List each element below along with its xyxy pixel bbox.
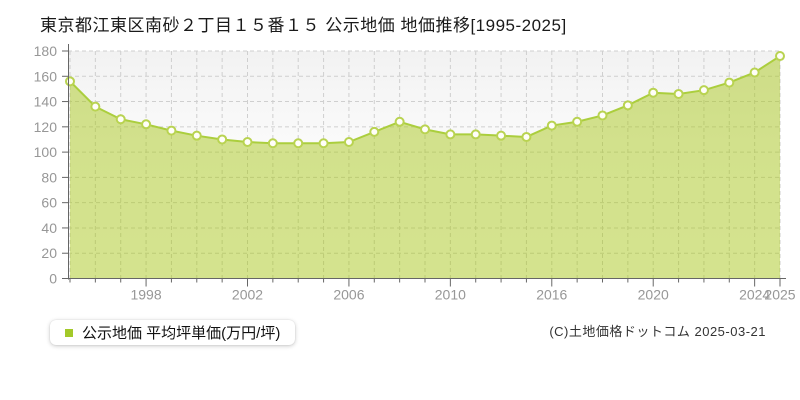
x-tick-label: 2020: [638, 287, 669, 303]
price-area: [70, 56, 780, 279]
x-tick-label: 2002: [232, 287, 263, 303]
y-tick-label: 180: [34, 43, 58, 59]
legend-label: 公示地価 平均坪単価(万円/坪): [82, 325, 281, 342]
data-point-marker: [318, 138, 329, 149]
data-point-marker: [191, 130, 202, 141]
copyright-text: (C)土地価格ドットコム 2025-03-21: [549, 324, 766, 339]
y-tick-label: 140: [34, 94, 58, 110]
data-point-marker: [622, 100, 633, 111]
data-point-marker: [293, 138, 304, 149]
y-tick-label: 40: [41, 220, 57, 236]
data-point-marker: [521, 131, 532, 142]
data-point-marker: [115, 114, 126, 125]
y-tick-label: 160: [34, 68, 58, 84]
data-point-marker: [242, 137, 253, 147]
x-tick-label: 2006: [333, 287, 364, 303]
data-point-marker: [166, 125, 177, 136]
data-point-marker: [267, 138, 278, 149]
data-point-marker: [445, 129, 456, 140]
data-point-marker: [65, 76, 75, 87]
data-point-marker: [546, 120, 557, 131]
data-point-marker: [572, 116, 583, 127]
y-tick-label: 120: [34, 119, 58, 135]
data-point-marker: [470, 129, 481, 140]
data-point-marker: [496, 130, 507, 141]
price-trend-area-chart: 0 20 40 60 80 100 120 140 160 180 1998 2002 2006 2010…: [34, 43, 796, 303]
x-tick-label: 1998: [130, 287, 161, 303]
y-tick-label: 100: [34, 144, 58, 160]
data-point-marker: [343, 137, 354, 147]
data-point-marker: [369, 126, 380, 137]
legend-marker-icon: [65, 328, 73, 337]
data-point-marker: [141, 119, 152, 130]
data-point-marker: [420, 124, 430, 135]
data-point-marker: [597, 110, 608, 121]
y-tick-label: 0: [49, 271, 57, 287]
chart-title: 東京都江東区南砂２丁目１５番１５ 公示地価 地価推移[1995-2025]: [40, 16, 567, 35]
data-point-marker: [698, 85, 709, 96]
data-point-marker: [90, 101, 101, 112]
legend: 公示地価 平均坪単価(万円/坪): [50, 320, 296, 345]
data-point-marker: [648, 87, 659, 98]
data-point-marker: [724, 77, 735, 88]
data-point-marker: [673, 88, 684, 99]
y-tick-label: 20: [41, 245, 57, 261]
x-tick-label: 2016: [536, 287, 567, 303]
x-tick-label: 2025: [764, 287, 795, 303]
y-tick-label: 80: [41, 169, 57, 185]
data-point-marker: [775, 51, 785, 62]
x-tick-label: 2010: [435, 287, 466, 303]
data-point-marker: [394, 116, 405, 127]
y-tick-label: 60: [41, 195, 57, 211]
data-point-marker: [217, 134, 228, 145]
data-point-marker: [749, 67, 760, 78]
x-tick-label: 2024: [739, 287, 770, 303]
